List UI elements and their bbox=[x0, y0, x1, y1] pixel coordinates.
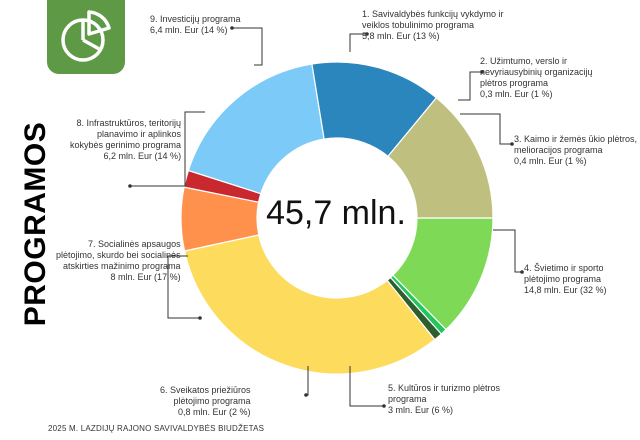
leader-dot-4 bbox=[520, 270, 524, 274]
label-program-6: 6. Sveikatos priežiūros plėtojimo progra… bbox=[160, 385, 251, 417]
label-program-3: 3. Kaimo ir žemės ūkio plėtros, meliorac… bbox=[514, 134, 638, 166]
label-program-1: 1. Savivaldybės funkcijų vykdymo ir veik… bbox=[362, 9, 504, 41]
slice-program-9 bbox=[387, 96, 494, 219]
leader-dot-6 bbox=[304, 393, 308, 397]
label-program-2: 2. Užimtumo, verslo ir nevyriausybinių o… bbox=[480, 56, 593, 99]
leader-dot-5 bbox=[382, 404, 386, 408]
leader-dot-9 bbox=[230, 26, 234, 30]
leader-line-4 bbox=[493, 229, 522, 273]
leader-line-5 bbox=[349, 366, 384, 407]
slice-program-4 bbox=[183, 234, 436, 375]
label-program-8: 8. Infrastruktūros, teritorijų planavimo… bbox=[70, 118, 182, 161]
leader-dot-7 bbox=[198, 316, 202, 320]
footer: 2025 M. LAZDIJŲ RAJONO SAVIVALDYBĖS BIUD… bbox=[48, 424, 265, 433]
label-program-5: 5. Kultūros ir turizmo plėtros programa … bbox=[388, 383, 501, 415]
leader-line-7 bbox=[167, 255, 200, 319]
leader-line-1 bbox=[349, 33, 367, 52]
label-program-7: 7. Socialinės apsaugos plėtojimo, skurdo… bbox=[56, 239, 181, 282]
slice-program-7 bbox=[187, 63, 325, 195]
leader-dot-1 bbox=[365, 32, 369, 36]
leader-line-8 bbox=[130, 111, 205, 187]
leader-line-3 bbox=[460, 113, 512, 145]
leader-dot-3 bbox=[510, 142, 514, 146]
leader-line-9 bbox=[232, 27, 263, 66]
leader-line-2 bbox=[458, 71, 482, 101]
center-label: 45,7 mln. bbox=[266, 194, 406, 232]
leader-dot-8 bbox=[128, 184, 132, 188]
label-program-9: 9. Investicijų programa 6,4 mln. Eur (14… bbox=[150, 14, 241, 35]
label-program-4: 4. Švietimo ir sporto plėtojimo programa… bbox=[524, 263, 607, 295]
logo-tile bbox=[47, 0, 125, 74]
leader-dot-2 bbox=[480, 70, 484, 74]
pie-chart-icon bbox=[61, 10, 111, 62]
